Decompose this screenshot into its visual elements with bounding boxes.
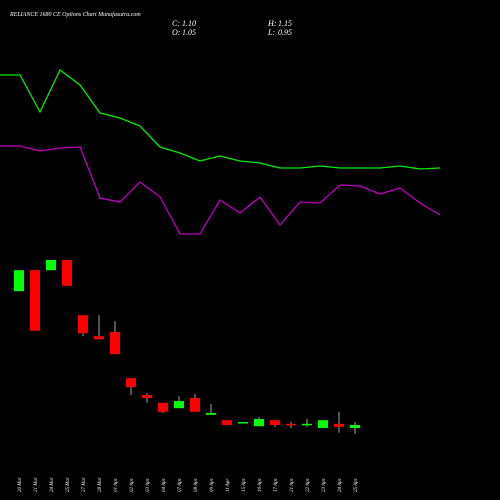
candle-body [30, 270, 40, 331]
x-tick-label: 22 Apr [306, 478, 311, 492]
x-tick-label: 04 Apr [162, 478, 167, 492]
candle-body [14, 270, 24, 292]
candle-body [142, 395, 152, 398]
candle-body [334, 423, 344, 427]
x-tick-label: 28 Mar [98, 477, 103, 492]
x-tick-label: 03 Apr [146, 478, 151, 492]
candle-body [78, 315, 88, 334]
x-tick-label: 11 Apr [226, 479, 231, 492]
candle-body [222, 420, 232, 425]
candle-body [94, 336, 104, 340]
candle-body [318, 420, 328, 428]
x-tick-label: 21 Apr [290, 478, 295, 492]
readout-value: 1.15 [278, 19, 292, 28]
candle-body [286, 423, 296, 426]
candle-body [174, 401, 184, 409]
candle-body [190, 398, 200, 412]
candle-body [46, 260, 56, 271]
candle-body [350, 425, 360, 428]
x-tick-label: 07 Apr [178, 478, 183, 492]
readout-key: O: [172, 28, 181, 37]
readout-key: H: [267, 19, 277, 28]
candle-body [110, 332, 120, 355]
readout-value: 1.05 [182, 28, 196, 37]
candle-body [206, 413, 216, 415]
candle-body [270, 420, 280, 425]
x-tick-label: 16 Apr [258, 478, 263, 492]
x-tick-label: 25 Apr [354, 478, 359, 492]
indicator-line [0, 145, 441, 235]
candle-body [62, 260, 72, 286]
readout-value: 1.10 [182, 19, 196, 28]
x-tick-label: 15 Apr [242, 478, 247, 492]
x-tick-label: 20 Mar [18, 477, 23, 492]
candle-body [158, 402, 168, 412]
chart-title: RELIANCE 1680 CE Options Chart Munafasut… [9, 11, 141, 18]
x-tick-label: 27 Mar [82, 477, 87, 492]
candle-body [254, 419, 264, 427]
x-tick-label: 21 Mar [34, 477, 39, 492]
candle-body [302, 423, 312, 426]
x-tick-label: 25 Mar [66, 477, 71, 492]
indicator-line [0, 69, 441, 170]
x-tick-label: 17 Apr [274, 478, 279, 492]
x-tick-label: 23 Apr [322, 478, 327, 492]
x-tick-label: 09 Apr [210, 478, 215, 492]
x-tick-label: 08 Apr [194, 478, 199, 492]
x-tick-label: 24 Mar [50, 477, 55, 492]
readout-value: 0.95 [278, 28, 292, 37]
readout-key: L: [267, 28, 275, 37]
x-tick-label: 01 Apr [114, 478, 119, 492]
x-tick-label: 02 Apr [130, 478, 135, 492]
x-tick-label: 24 Apr [338, 478, 343, 492]
candle-body [238, 422, 248, 424]
readout-key: C: [172, 19, 180, 28]
candle-body [126, 378, 136, 388]
